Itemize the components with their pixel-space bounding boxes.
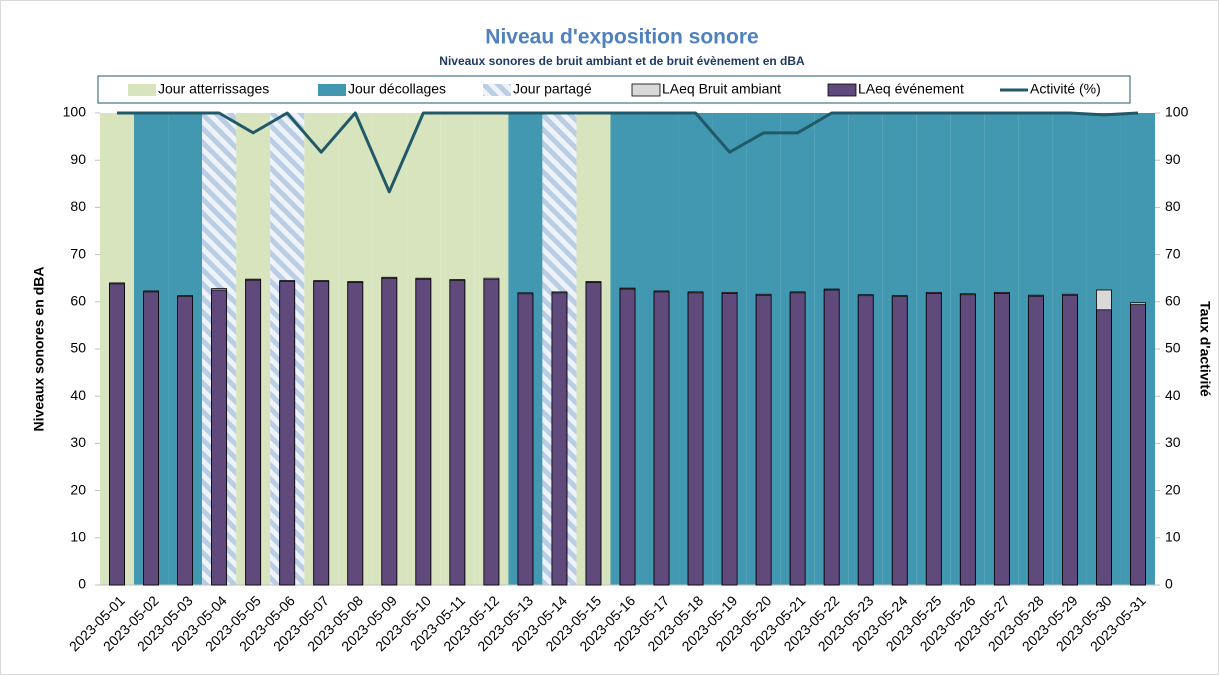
y2-tick-label: 10 bbox=[1165, 529, 1181, 545]
y2-tick-label: 60 bbox=[1165, 293, 1181, 309]
bar bbox=[1130, 304, 1146, 586]
bar bbox=[245, 279, 262, 586]
y-axis-label: Niveaux sonores en dBA bbox=[31, 267, 47, 432]
legend-label: Activité (%) bbox=[1030, 81, 1101, 97]
bar bbox=[211, 289, 228, 586]
bar bbox=[619, 288, 636, 586]
bar bbox=[891, 296, 908, 586]
bar bbox=[823, 289, 840, 586]
bar bbox=[755, 294, 772, 586]
y2-tick-label: 40 bbox=[1165, 387, 1181, 403]
y-tick-label: 20 bbox=[70, 481, 86, 497]
legend-swatch bbox=[631, 83, 661, 97]
y2-tick-label: 100 bbox=[1165, 104, 1189, 120]
y-tick-label: 80 bbox=[70, 198, 86, 214]
y2-tick-label: 0 bbox=[1165, 576, 1173, 592]
bar bbox=[517, 293, 534, 586]
y2-tick-label: 90 bbox=[1165, 151, 1181, 167]
y2-tick-label: 20 bbox=[1165, 481, 1181, 497]
bar bbox=[381, 277, 398, 586]
bar bbox=[347, 282, 364, 586]
bar bbox=[109, 283, 125, 586]
bar bbox=[177, 296, 193, 586]
bar bbox=[687, 292, 704, 586]
legend-swatch bbox=[483, 84, 511, 96]
activity-line bbox=[117, 111, 1139, 194]
legend-box bbox=[97, 75, 1131, 104]
legend-label: Jour partagé bbox=[513, 81, 592, 97]
y-tick-label: 50 bbox=[70, 340, 86, 356]
y-tick-label: 0 bbox=[78, 576, 86, 592]
y2-tick-label: 80 bbox=[1165, 198, 1181, 214]
bar bbox=[993, 292, 1010, 586]
bar bbox=[1096, 309, 1112, 586]
bar bbox=[959, 294, 976, 586]
y-tick-label: 10 bbox=[70, 529, 86, 545]
y-tick-label: 40 bbox=[70, 387, 86, 403]
legend-label: LAeq événement bbox=[858, 81, 964, 97]
bar bbox=[415, 278, 432, 586]
y2-tick-label: 30 bbox=[1165, 434, 1181, 450]
y2-tick-label: 50 bbox=[1165, 340, 1181, 356]
y-tick-label: 30 bbox=[70, 434, 86, 450]
legend-label: Jour atterrissages bbox=[158, 81, 269, 97]
bar bbox=[653, 291, 670, 586]
bar bbox=[143, 291, 159, 586]
legend-swatch bbox=[827, 83, 857, 97]
chart-subtitle: Niveaux sonores de bruit ambiant et de b… bbox=[439, 54, 805, 68]
bar bbox=[313, 281, 330, 586]
bar bbox=[789, 292, 806, 586]
chart-title: Niveau d'exposition sonore bbox=[485, 26, 758, 49]
legend-swatch bbox=[128, 84, 156, 96]
legend-label: LAeq Bruit ambiant bbox=[662, 81, 781, 97]
bar bbox=[483, 279, 500, 586]
bar bbox=[551, 292, 568, 586]
y2-tick-label: 70 bbox=[1165, 245, 1181, 261]
y-tick-label: 70 bbox=[70, 245, 86, 261]
legend-label: Jour décollages bbox=[348, 81, 446, 97]
bar bbox=[585, 282, 602, 586]
y2-axis-label: Taux d'activité bbox=[1197, 301, 1213, 397]
bar bbox=[1027, 295, 1044, 586]
legend-swatch bbox=[318, 84, 346, 96]
y-tick-label: 100 bbox=[63, 104, 87, 120]
bar bbox=[449, 280, 466, 586]
bar bbox=[857, 295, 874, 586]
bar bbox=[279, 281, 296, 586]
y-tick-label: 90 bbox=[70, 151, 86, 167]
bar bbox=[721, 292, 738, 586]
bar bbox=[1062, 294, 1078, 586]
y-tick-label: 60 bbox=[70, 293, 86, 309]
bar bbox=[925, 292, 942, 586]
